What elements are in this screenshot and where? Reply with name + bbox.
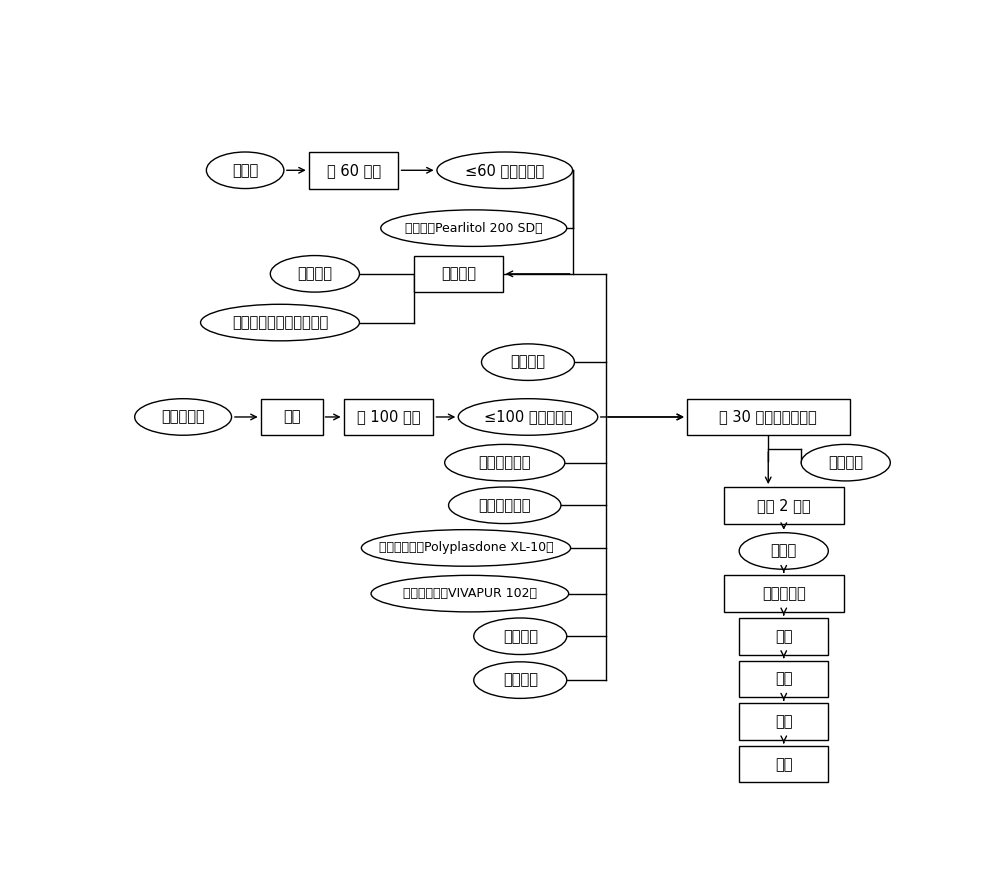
Text: 过 60 目筛: 过 60 目筛 [327,163,381,178]
Text: 全检: 全检 [775,672,792,687]
Ellipse shape [270,255,359,292]
FancyBboxPatch shape [344,399,433,435]
Text: 过 100 目筛: 过 100 目筛 [357,409,420,424]
Ellipse shape [739,532,828,570]
FancyBboxPatch shape [739,618,828,655]
Text: 粉碎: 粉碎 [283,409,300,424]
Ellipse shape [437,152,573,189]
Text: 二氧化硅: 二氧化硅 [503,629,538,644]
Ellipse shape [371,575,569,612]
Ellipse shape [482,344,574,380]
Text: 甘露醇（Pearlitol 200 SD）: 甘露醇（Pearlitol 200 SD） [405,222,543,235]
FancyBboxPatch shape [739,703,828,740]
Text: 微晶纤维素（VIVAPUR 102）: 微晶纤维素（VIVAPUR 102） [403,587,537,600]
FancyBboxPatch shape [687,399,850,435]
Text: 硬脂酸镁: 硬脂酸镁 [297,267,332,282]
Text: 半成品检测: 半成品检测 [762,587,806,601]
FancyBboxPatch shape [414,255,503,292]
Text: 非索非那定掩味包衣颗粒: 非索非那定掩味包衣颗粒 [232,315,328,330]
Text: 阿司帕坦: 阿司帕坦 [503,672,538,688]
Text: 压片: 压片 [775,629,792,644]
Text: 交联聚维酮（Polyplasdone XL-10）: 交联聚维酮（Polyplasdone XL-10） [379,541,553,555]
Ellipse shape [206,152,284,189]
Ellipse shape [474,662,567,698]
Text: 甘露醇: 甘露醇 [232,163,258,178]
FancyBboxPatch shape [739,661,828,697]
Ellipse shape [381,210,567,246]
FancyBboxPatch shape [739,746,828,782]
Ellipse shape [135,399,232,435]
Text: 混合 2 分钟: 混合 2 分钟 [757,498,811,513]
Text: 牛奶粉末香精: 牛奶粉末香精 [479,498,531,513]
Text: ≤100 目的枸橼酸: ≤100 目的枸橼酸 [484,409,572,424]
Ellipse shape [201,304,359,341]
FancyBboxPatch shape [724,575,844,612]
Text: 碳酸氢钠: 碳酸氢钠 [511,354,546,369]
Ellipse shape [801,445,890,481]
Text: ≤60 目的甘露醇: ≤60 目的甘露醇 [465,163,544,178]
Text: 无水枸橼酸: 无水枸橼酸 [161,409,205,424]
FancyBboxPatch shape [309,152,398,189]
Ellipse shape [449,487,561,524]
FancyBboxPatch shape [261,399,323,435]
Text: 成品: 成品 [775,757,792,772]
Text: 半成品: 半成品 [771,543,797,558]
FancyBboxPatch shape [724,487,844,524]
Text: 包装: 包装 [775,714,792,729]
Text: 硬脂酸镁: 硬脂酸镁 [828,455,863,470]
Ellipse shape [458,399,598,435]
Ellipse shape [361,530,571,566]
Text: 橙汁粉末香精: 橙汁粉末香精 [479,455,531,470]
Ellipse shape [445,445,565,481]
Text: 过 30 目筛，混合均匀: 过 30 目筛，混合均匀 [719,409,817,424]
Ellipse shape [474,618,567,655]
Text: 混合均匀: 混合均匀 [441,267,476,282]
